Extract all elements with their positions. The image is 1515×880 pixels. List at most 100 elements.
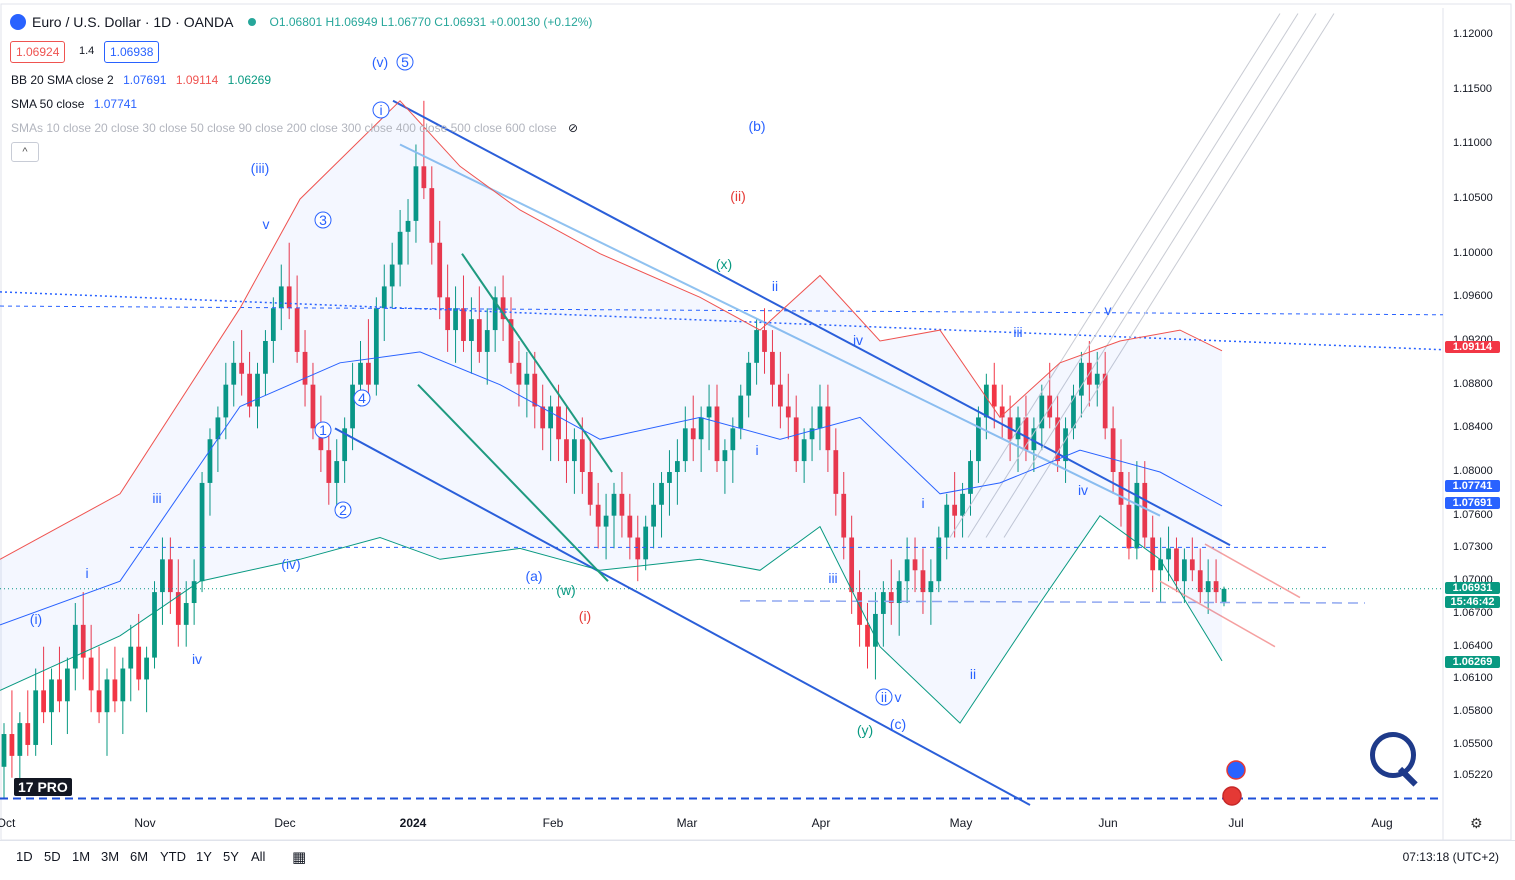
hidden-eye-icon[interactable]: ⊘	[568, 121, 579, 135]
candle-body	[738, 395, 744, 429]
candle-body	[104, 679, 110, 713]
candle-body	[825, 406, 831, 451]
date-range-icon[interactable]: ▦	[292, 849, 307, 866]
candle-body	[33, 690, 39, 745]
candle-body	[437, 242, 443, 298]
wave-label: 2	[339, 502, 347, 518]
candle-body	[952, 504, 958, 516]
candle-body	[1213, 581, 1219, 593]
x-tick-label: Jun	[1098, 816, 1118, 830]
candle-body	[381, 286, 387, 309]
candle-body	[548, 406, 553, 429]
symbol-title[interactable]: Euro / U.S. Dollar · 1D · OANDA	[32, 14, 234, 30]
candle-body	[508, 319, 514, 363]
timeframe-button[interactable]: 5Y	[223, 849, 239, 864]
candle-body	[112, 679, 118, 702]
candle-body	[1102, 373, 1108, 429]
bb-legend[interactable]: BB 20 SMA close 2 1.07691 1.09114 1.0626…	[11, 73, 271, 87]
bb-lower-line	[0, 514, 1223, 724]
candle-body	[286, 286, 292, 309]
x-tick-label: Aug	[1371, 816, 1393, 830]
gear-icon[interactable]: ⚙	[1470, 815, 1483, 831]
candle-body	[120, 668, 126, 702]
candle-body	[888, 592, 894, 604]
candle-body	[1, 734, 7, 767]
wave-label: (iii)	[251, 160, 270, 176]
candle-body	[754, 330, 759, 363]
candle-body	[572, 439, 577, 462]
collapse-legend-button[interactable]: ^	[11, 142, 39, 162]
sma-value: 1.07741	[93, 97, 138, 111]
candle-body	[1039, 395, 1045, 429]
wave-label-circle	[396, 53, 414, 71]
timeframe-button[interactable]: 6M	[130, 849, 149, 864]
market-open-icon	[247, 18, 256, 26]
wave-label: (i)	[579, 608, 591, 624]
last-price-label: 1.06931	[1445, 582, 1500, 594]
buy-price-button[interactable]: 1.06938	[104, 41, 160, 63]
wedge-upper-line	[461, 253, 613, 473]
candle-body	[144, 657, 149, 680]
candle-body	[1031, 428, 1037, 451]
candle-body	[635, 537, 641, 560]
wave-label-circle	[875, 688, 893, 706]
timeframe-button[interactable]: 3M	[101, 849, 120, 864]
candle-body	[682, 428, 688, 462]
y-tick-label: 1.10000	[1453, 246, 1493, 259]
candle-body	[714, 406, 720, 462]
tradingview-logo[interactable]: 17 PRO	[14, 778, 72, 796]
timeframe-button[interactable]: All	[251, 849, 266, 864]
wave-label: iii	[828, 570, 837, 586]
candle-body	[880, 592, 886, 614]
candle-body	[1071, 395, 1076, 429]
candle-body	[1055, 417, 1061, 462]
timeframe-button[interactable]: YTD	[160, 849, 186, 864]
wave-label: i	[755, 442, 758, 458]
candle-body	[484, 330, 490, 352]
candle-body	[968, 461, 973, 494]
sma-legend[interactable]: SMA 50 close 1.07741	[11, 97, 137, 111]
candle-body	[762, 330, 767, 352]
candle-body	[397, 231, 403, 265]
y-tick-label: 1.06700	[1453, 606, 1493, 619]
candle-body	[976, 417, 981, 462]
timeframe-button[interactable]: 1M	[72, 849, 91, 864]
candle-body	[1182, 559, 1187, 582]
timeframe-button[interactable]: 5D	[44, 849, 61, 864]
candle-body	[350, 384, 355, 429]
candle-body	[920, 570, 926, 593]
candle-body	[476, 319, 482, 352]
candle-body	[564, 439, 569, 462]
sell-price-button[interactable]: 1.06924	[10, 41, 66, 63]
candle-body	[500, 297, 506, 320]
clock-readout[interactable]: 07:13:18 (UTC+2)	[1402, 850, 1499, 864]
candle-body	[1158, 559, 1163, 571]
wave-label: 5	[401, 54, 409, 70]
candle-body	[516, 362, 522, 385]
ohlc-readout: O1.06801 H1.06949 L1.06770 C1.06931 +0.0…	[269, 15, 593, 29]
fan-line	[1003, 13, 1335, 538]
bb-mid-line	[0, 351, 1223, 626]
candle-body	[183, 603, 189, 625]
symbol-logo-icon	[10, 14, 26, 30]
candle-body	[936, 537, 942, 582]
timeframe-button[interactable]: 1Y	[196, 849, 212, 864]
wave-label: ii	[881, 689, 887, 705]
eu-event-icon	[1226, 760, 1246, 780]
candle-body	[896, 581, 902, 604]
candle-body	[675, 461, 680, 473]
timeframe-button[interactable]: 1D	[16, 849, 33, 864]
candle-body	[524, 373, 530, 385]
x-tick-label: Apr	[811, 816, 831, 830]
candle-body	[175, 592, 181, 625]
candle-body	[770, 351, 775, 385]
wave-label: iv	[192, 651, 202, 667]
x-tick-label: 2024	[399, 816, 427, 830]
x-tick-label: Oct	[0, 816, 16, 830]
zoom-magnifier-icon[interactable]	[1370, 732, 1416, 778]
candle-body	[215, 417, 221, 440]
smas-legend[interactable]: SMAs 10 close 20 close 30 close 50 close…	[11, 121, 578, 135]
y-tick-label: 1.09600	[1453, 290, 1493, 303]
fan-line	[949, 13, 1281, 538]
